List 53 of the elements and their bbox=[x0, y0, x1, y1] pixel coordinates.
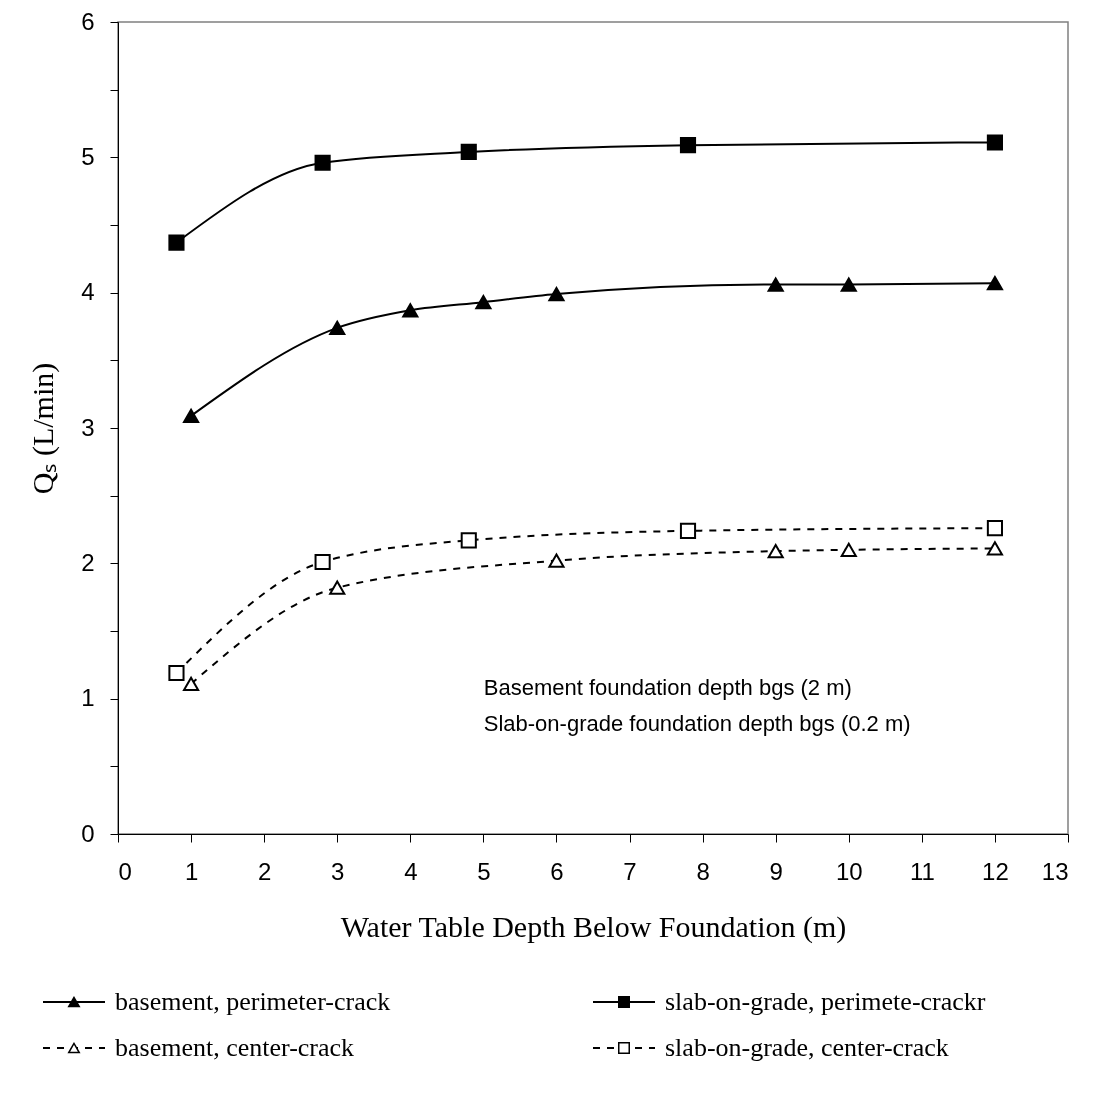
point bbox=[314, 154, 331, 171]
x-tick-label: 7 bbox=[623, 857, 637, 885]
legend-label: slab-on-grade, perimete-crackr bbox=[665, 987, 986, 1016]
legend-label: basement, perimeter-crack bbox=[115, 987, 391, 1016]
x-tick-label: 9 bbox=[769, 857, 783, 885]
point bbox=[168, 234, 185, 251]
point bbox=[475, 295, 492, 310]
x-tick-label: 6 bbox=[550, 857, 564, 885]
point bbox=[460, 532, 477, 549]
y-tick-label: 6 bbox=[81, 7, 95, 35]
point bbox=[548, 553, 565, 568]
point bbox=[402, 303, 419, 318]
point bbox=[840, 277, 857, 292]
y-axis-title: Qₛ (L/min) bbox=[26, 362, 61, 495]
y-tick-label: 1 bbox=[81, 684, 95, 712]
x-tick-label: 2 bbox=[257, 857, 272, 885]
x-tick-label: 4 bbox=[404, 857, 418, 885]
point bbox=[840, 542, 857, 557]
point bbox=[183, 676, 200, 691]
x-tick-label: 12 bbox=[982, 857, 1009, 885]
point bbox=[548, 286, 565, 302]
y-tick-label: 4 bbox=[81, 278, 95, 306]
y-tick-label: 5 bbox=[81, 142, 95, 170]
point bbox=[679, 137, 697, 154]
x-tick-label: 5 bbox=[477, 857, 491, 885]
legend-label: slab-on-grade, center-crack bbox=[665, 1033, 949, 1062]
point bbox=[986, 541, 1003, 556]
point bbox=[168, 664, 185, 682]
x-tick-label: 1 bbox=[184, 857, 199, 885]
x-axis-title: Water Table Depth Below Foundation (m) bbox=[340, 909, 847, 944]
point bbox=[986, 520, 1003, 537]
annotation: Basement foundation depth bgs (2 m) bbox=[483, 674, 852, 700]
point bbox=[460, 143, 477, 160]
y-tick-label: 3 bbox=[81, 413, 95, 441]
legend-label: basement, center-crack bbox=[115, 1033, 355, 1062]
x-tick-label: 11 bbox=[909, 857, 935, 885]
point bbox=[183, 408, 200, 423]
x-tick-label: 10 bbox=[835, 857, 863, 885]
x-tick-label: 8 bbox=[696, 857, 710, 885]
point bbox=[767, 544, 784, 559]
point bbox=[679, 522, 697, 539]
y-tick-label: 0 bbox=[81, 819, 95, 847]
x-tick-label: 13 bbox=[1041, 857, 1069, 885]
point bbox=[986, 134, 1003, 151]
point bbox=[329, 580, 346, 595]
annotation: Slab-on-grade foundation depth bgs (0.2 m) bbox=[483, 710, 911, 736]
y-tick-label: 2 bbox=[81, 548, 95, 576]
x-tick-label: 0 bbox=[118, 857, 132, 885]
point bbox=[986, 276, 1003, 291]
point bbox=[329, 320, 346, 335]
point bbox=[314, 553, 331, 571]
point bbox=[767, 277, 784, 292]
x-tick-label: 3 bbox=[331, 857, 345, 885]
